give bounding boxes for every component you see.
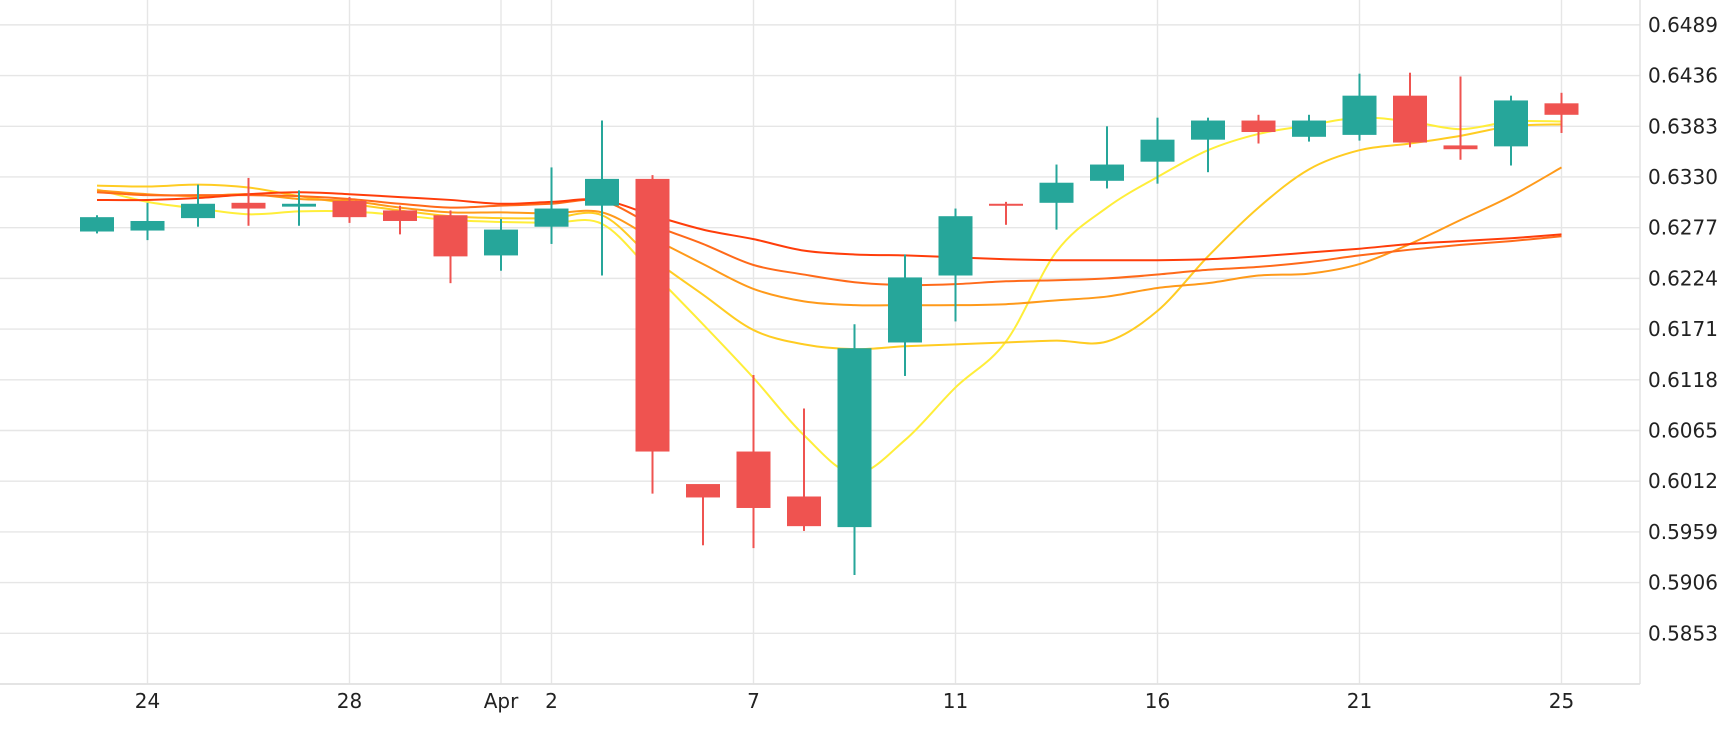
candle-body <box>888 277 922 343</box>
x-tick-label: 28 <box>337 689 362 713</box>
y-tick-label: 0.6065 <box>1648 418 1718 442</box>
candle-11 <box>585 120 619 276</box>
candle-16 <box>837 324 872 575</box>
candle-8 <box>433 210 468 284</box>
candle-6 <box>332 197 367 223</box>
candle-body <box>130 220 165 231</box>
candle-body <box>332 200 367 218</box>
candle-7 <box>383 205 417 235</box>
moving-average-line-4 <box>96 191 1562 287</box>
candle-4 <box>231 177 266 226</box>
candle-body <box>1090 164 1124 181</box>
y-tick-label: 0.6330 <box>1648 165 1718 189</box>
moving-average-line-2 <box>96 123 1562 351</box>
candle-20 <box>1039 164 1074 230</box>
x-tick-label: Apr <box>484 689 519 713</box>
candle-17 <box>888 254 922 376</box>
candle-24 <box>1241 114 1276 144</box>
candle-body <box>635 178 670 452</box>
candle-body <box>585 178 619 206</box>
candle-18 <box>938 208 973 322</box>
x-tick-label: 7 <box>747 689 760 713</box>
candle-body <box>1241 120 1276 133</box>
y-tick-label: 0.6436 <box>1648 64 1718 88</box>
x-tick-label: 16 <box>1145 689 1170 713</box>
candle-27 <box>1393 72 1427 148</box>
candle-body <box>484 229 518 256</box>
candle-body <box>1494 100 1528 147</box>
candle-body <box>1292 120 1326 137</box>
candle-body <box>1393 95 1427 143</box>
candle-body <box>433 215 468 257</box>
candle-25 <box>1292 114 1326 142</box>
candle-body <box>1039 182 1074 203</box>
y-tick-label: 0.5959 <box>1648 520 1718 544</box>
candle-1 <box>80 215 114 234</box>
candle-body <box>80 217 114 232</box>
candle-5 <box>282 190 316 226</box>
y-tick-label: 0.6383 <box>1648 114 1718 138</box>
candle-body <box>989 203 1023 206</box>
candle-body <box>383 210 417 221</box>
candle-body <box>1191 120 1225 140</box>
moving-average-line-5 <box>96 191 1562 262</box>
candle-22 <box>1140 117 1175 184</box>
candle-14 <box>736 375 771 549</box>
x-tick-label: 21 <box>1347 689 1372 713</box>
candle-body <box>686 484 720 498</box>
y-tick-label: 0.6224 <box>1648 266 1718 290</box>
candle-body <box>837 348 872 528</box>
candle-29 <box>1494 95 1528 166</box>
y-tick-label: 0.5906 <box>1648 571 1718 595</box>
candle-body <box>1443 145 1478 150</box>
x-tick-label: 11 <box>943 689 968 713</box>
y-tick-label: 0.6489 <box>1648 13 1718 37</box>
candle-body <box>231 202 266 209</box>
candle-body <box>1140 139 1175 162</box>
candle-body <box>736 451 771 508</box>
y-tick-label: 0.6012 <box>1648 469 1718 493</box>
moving-averages <box>96 116 1562 475</box>
candle-15 <box>787 408 821 531</box>
candle-19 <box>989 201 1023 225</box>
axes: 0.6489 0.6436 0.6383 0.6330 0.6277 0.6224 0.61… <box>0 0 1718 713</box>
candle-12 <box>635 175 670 494</box>
candle-body <box>938 216 973 276</box>
x-tick-label: 24 <box>135 689 160 713</box>
candle-10 <box>534 167 569 244</box>
candle-body <box>1342 95 1377 135</box>
candle-2 <box>130 202 165 241</box>
moving-average-line-3 <box>96 166 1562 307</box>
candles <box>80 72 1579 575</box>
y-tick-label: 0.5853 <box>1648 621 1718 645</box>
candle-30 <box>1544 92 1579 133</box>
candle-26 <box>1342 73 1377 141</box>
candle-body <box>534 208 569 227</box>
candle-body <box>787 496 821 527</box>
y-tick-label: 0.6118 <box>1648 368 1718 392</box>
candle-body <box>282 203 316 207</box>
candle-body <box>1544 103 1579 115</box>
x-tick-label: 25 <box>1549 689 1574 713</box>
x-tick-label: 2 <box>545 689 558 713</box>
y-tick-label: 0.6277 <box>1648 216 1718 240</box>
moving-average-line-1 <box>96 116 1562 475</box>
candle-13 <box>686 484 720 546</box>
y-tick-label: 0.6171 <box>1648 317 1718 341</box>
candle-21 <box>1090 126 1124 189</box>
candle-3 <box>181 184 215 227</box>
candle-23 <box>1191 117 1225 173</box>
candle-9 <box>484 219 518 271</box>
candle-28 <box>1443 76 1478 160</box>
candle-body <box>181 203 215 219</box>
